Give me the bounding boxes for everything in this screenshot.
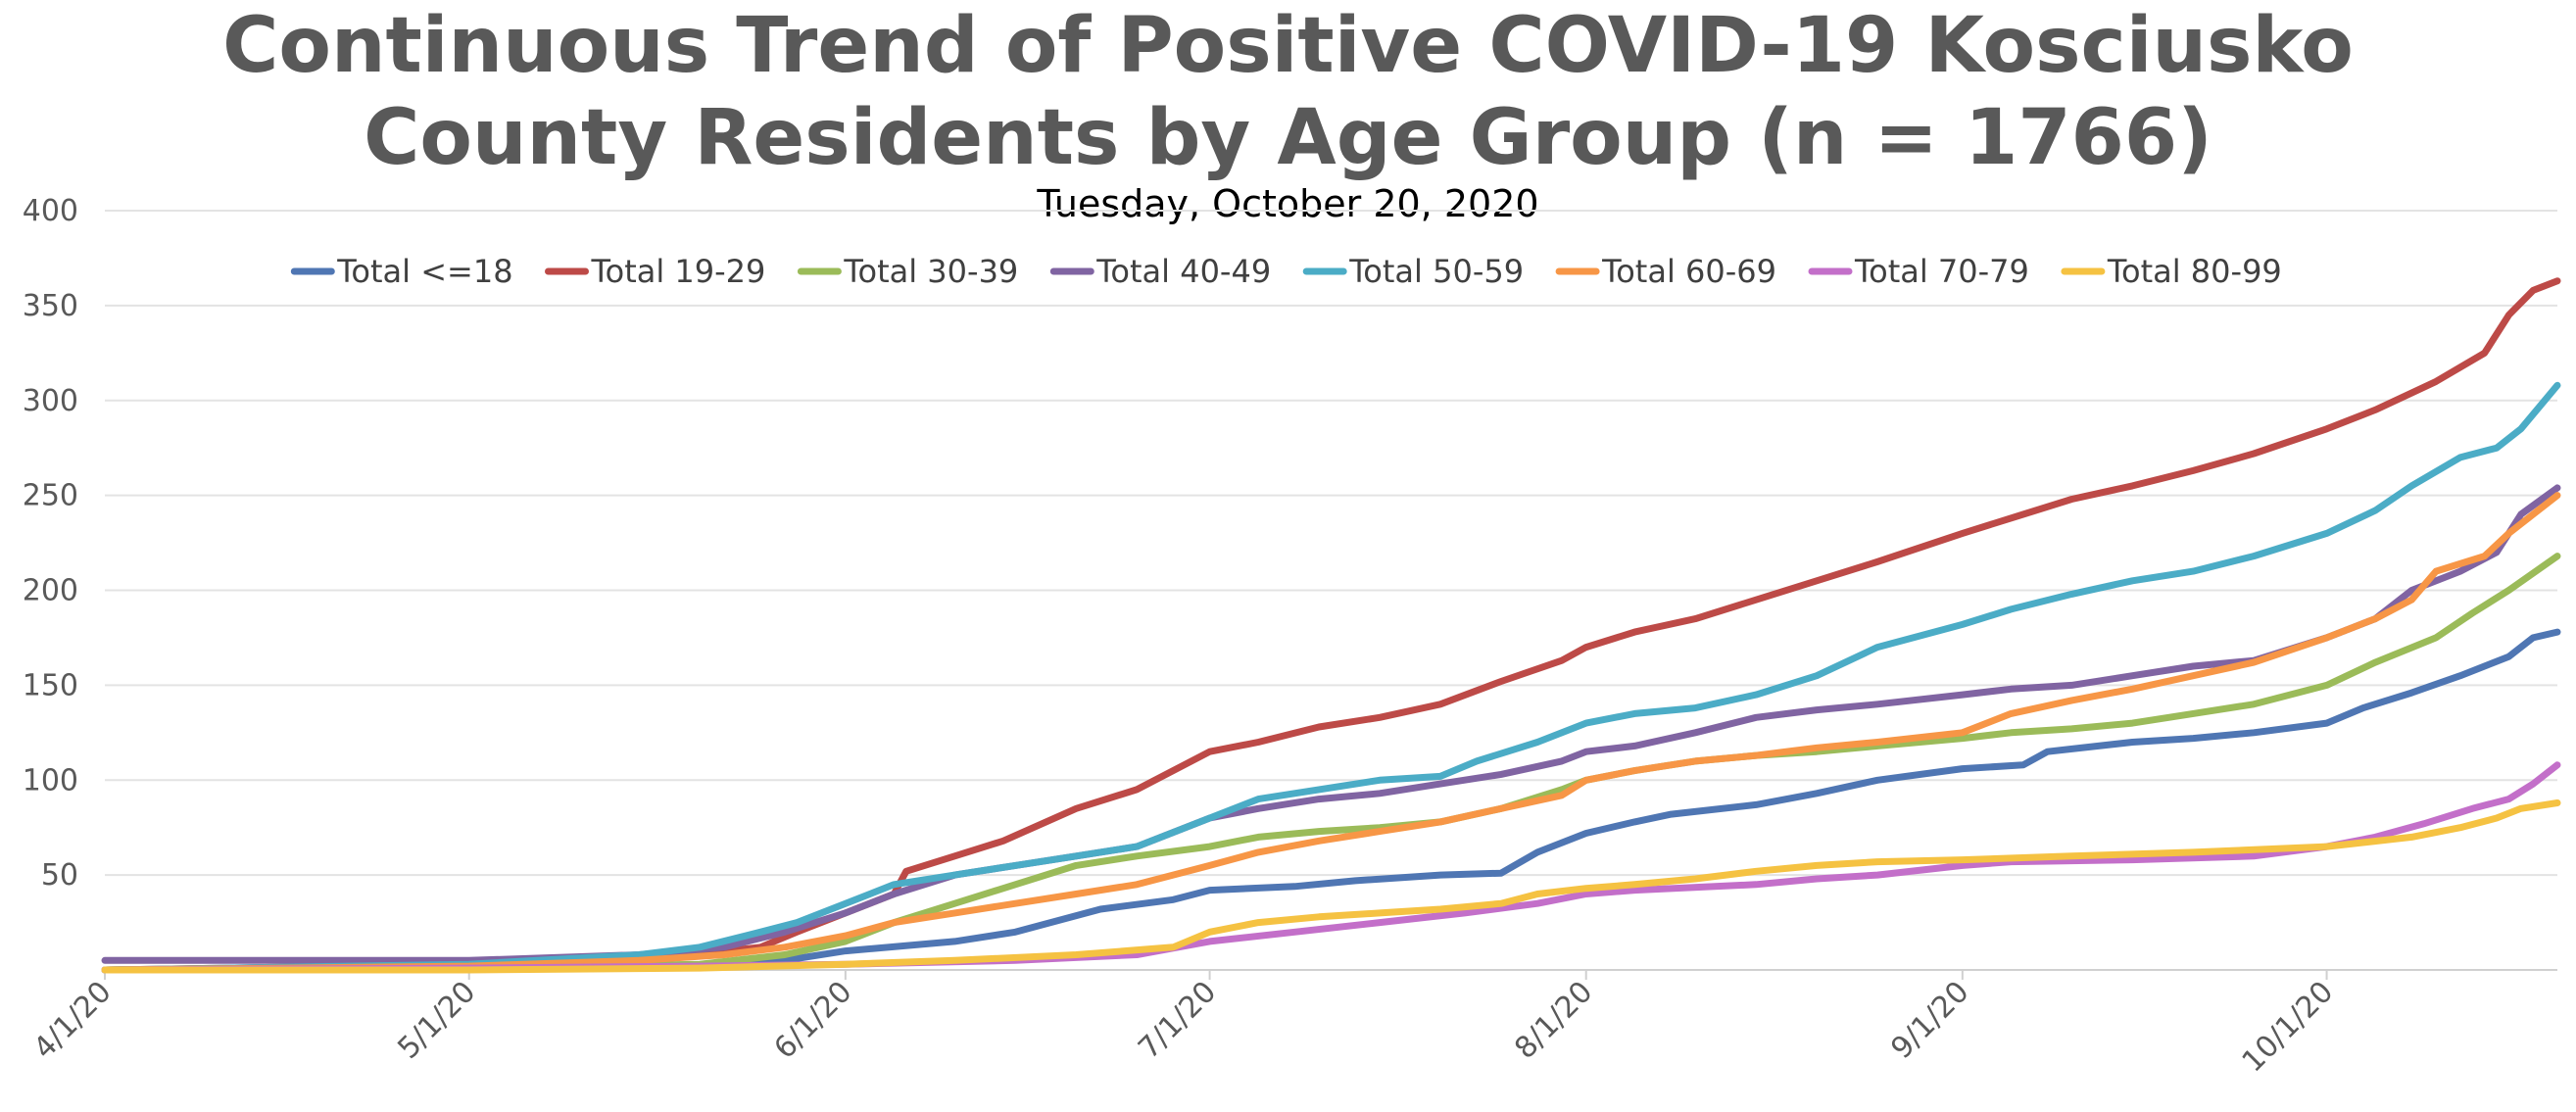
- y-tick-label: 400: [23, 194, 78, 228]
- x-tick-label: 5/1/20: [391, 975, 482, 1066]
- gridlines: [105, 210, 2557, 877]
- legend-label: Total 19-29: [591, 253, 766, 290]
- legend-item: Total 30-39: [797, 253, 1018, 290]
- chart-title-line-2: County Residents by Age Group (n = 1766): [364, 94, 2212, 182]
- y-axis-tick-labels: 50 100 150 200 250 300 350 400: [23, 194, 78, 893]
- chart-title: Continuous Trend of Positive COVID-19 Ko…: [0, 0, 2576, 184]
- legend-label: Total 40-49: [1095, 253, 1271, 290]
- series-line-total-18: [101, 628, 2561, 974]
- x-axis-tick-labels: 4/1/20 5/1/20 6/1/20 7/1/20 8/1/20 9/1/20 10/1…: [27, 975, 2341, 1080]
- y-tick-label: 50: [41, 858, 78, 893]
- legend-label: Total <=18: [336, 253, 512, 290]
- series-line-total-50-59: [101, 381, 2561, 974]
- y-tick-label: 350: [23, 289, 78, 323]
- chart-title-line-1: Continuous Trend of Positive COVID-19 Ko…: [222, 2, 2354, 90]
- legend-item: Total 80-99: [2061, 253, 2282, 290]
- legend-item: Total 50-59: [1302, 253, 1524, 290]
- series-line-total-19-29: [101, 277, 2561, 974]
- series-line-total-30-39: [101, 553, 2561, 974]
- legend-label: Total 60-69: [1601, 253, 1776, 290]
- x-tick-label: 9/1/20: [1884, 975, 1975, 1066]
- legend-label: Total 30-39: [843, 253, 1018, 290]
- legend-item: Total 40-49: [1049, 253, 1271, 290]
- x-tick-label: 8/1/20: [1508, 975, 1599, 1066]
- legend-item: Total <=18: [290, 253, 513, 290]
- legend-item: Total 19-29: [545, 253, 766, 290]
- legend-label: Total 50-59: [1348, 253, 1524, 290]
- y-tick-label: 250: [23, 479, 78, 513]
- series-line-total-60-69: [101, 492, 2561, 974]
- legend-label: Total 80-99: [2107, 253, 2282, 290]
- legend-label: Total 70-79: [1854, 253, 2029, 290]
- x-tick-label: 6/1/20: [767, 975, 858, 1066]
- y-tick-label: 200: [23, 574, 78, 608]
- x-tick-label: 7/1/20: [1132, 975, 1223, 1066]
- y-tick-label: 150: [23, 668, 78, 702]
- legend-item: Total 70-79: [1808, 253, 2029, 290]
- legend-item: Total 60-69: [1555, 253, 1776, 290]
- series-line-total-80-99: [101, 799, 2561, 974]
- chart-subtitle: Tuesday, October 20, 2020: [1037, 182, 1539, 225]
- y-tick-label: 300: [23, 384, 78, 418]
- x-tick-label: 4/1/20: [27, 975, 119, 1066]
- legend: Total <=18 Total 19-29 Total 30-39 Total 40…: [290, 253, 2282, 290]
- x-tick-label: 10/1/20: [2236, 975, 2341, 1080]
- y-tick-label: 100: [23, 763, 78, 798]
- series-lines: [101, 277, 2561, 974]
